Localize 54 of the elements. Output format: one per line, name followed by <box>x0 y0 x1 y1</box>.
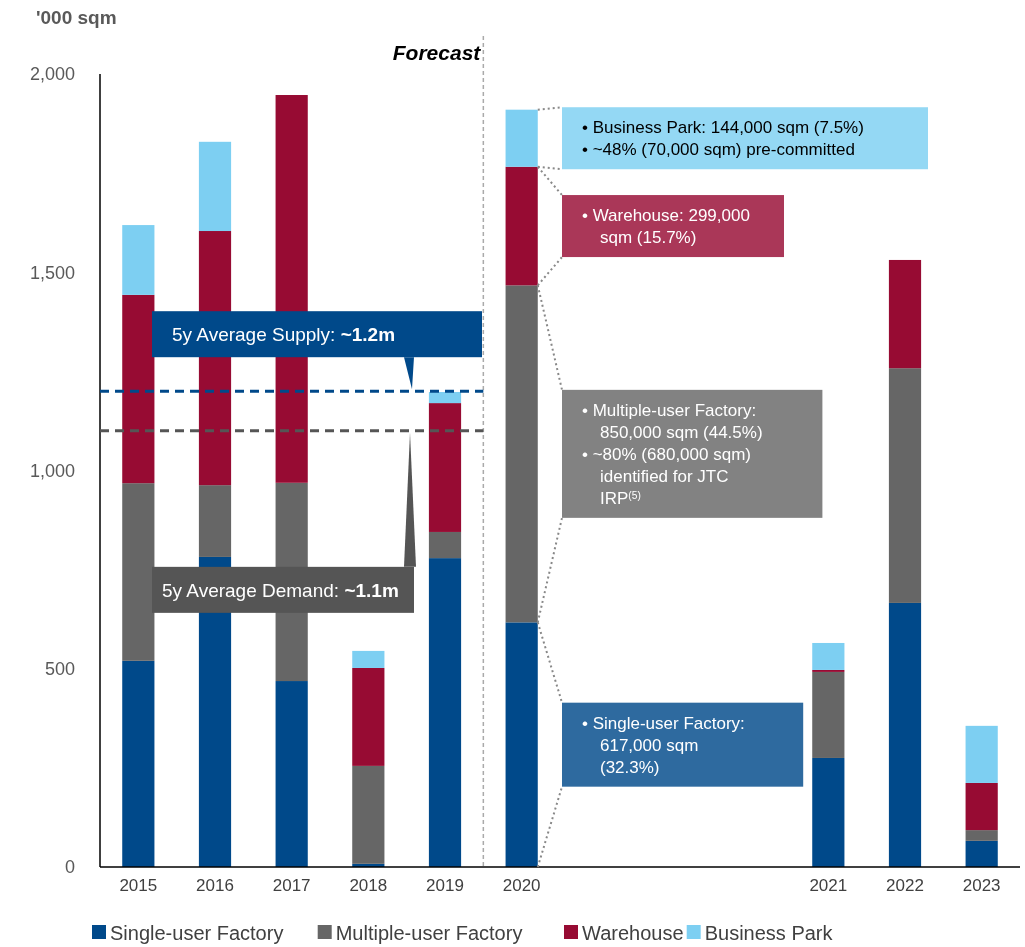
legend-label: Single-user Factory <box>110 922 284 944</box>
y-axis-title: '000 sqm <box>36 7 117 28</box>
x-tick-label: 2021 <box>809 876 848 895</box>
bar <box>965 840 998 867</box>
bar <box>122 660 155 867</box>
ref-line-label: 5y Average Supply: ~1.2m <box>172 323 396 345</box>
y-tick-label: 2,000 <box>29 64 75 85</box>
ref-line-label: 5y Average Demand: ~1.1m <box>162 579 399 601</box>
y-tick-label: 0 <box>64 857 75 878</box>
annotation: • Warehouse: 299,000 sqm (15.7%) <box>582 206 750 248</box>
bar <box>198 141 232 232</box>
bar <box>122 294 155 484</box>
legend-label: Business Park <box>704 922 834 944</box>
bar <box>122 483 155 661</box>
bar <box>428 391 462 404</box>
bar <box>888 602 922 867</box>
bar <box>122 225 155 295</box>
bar <box>888 259 922 369</box>
y-tick-label: 1,500 <box>29 262 75 283</box>
bar <box>812 757 845 867</box>
bar <box>428 558 462 867</box>
annotation: • Single-user Factory: 617,000 sqm (32.3%) <box>582 713 745 777</box>
x-tick-label: 2022 <box>886 876 924 895</box>
bar <box>888 368 922 603</box>
bar <box>352 667 385 766</box>
legend-label: Warehouse <box>582 922 684 944</box>
legend-label: Multiple-user Factory <box>335 922 523 944</box>
y-tick-label: 1,000 <box>29 460 75 481</box>
bar <box>352 765 385 864</box>
bar <box>965 830 998 841</box>
annotation: • Business Park: 144,000 sqm (7.5%) • ~48% (70,000 sqm) pre-committed <box>582 118 864 160</box>
x-tick-label: 2015 <box>119 876 158 895</box>
x-tick-label: 2016 <box>196 876 234 895</box>
bar <box>965 782 998 831</box>
bar <box>505 622 538 867</box>
x-tick-label: 2017 <box>272 876 311 895</box>
bar <box>965 725 998 783</box>
bar <box>812 671 845 758</box>
bar <box>505 285 538 623</box>
y-tick-label: 500 <box>44 659 75 680</box>
x-tick-label: 2019 <box>426 876 464 895</box>
x-tick-label: 2020 <box>502 876 541 895</box>
bar <box>505 166 538 286</box>
bar <box>505 109 538 167</box>
x-tick-label: 2018 <box>349 876 388 895</box>
bar <box>428 531 462 559</box>
bar <box>198 485 232 557</box>
bar <box>352 650 385 668</box>
text: Forecast <box>392 41 482 64</box>
bar <box>428 403 462 532</box>
bar <box>812 642 845 670</box>
x-tick-label: 2023 <box>962 876 1001 895</box>
annotation: • Multiple-user Factory: 850,000 sqm (44.5%) • ~80% (680,000 sqm) identified for JTC IRP$^{(5)}$ <box>582 400 763 508</box>
bar <box>275 681 308 867</box>
